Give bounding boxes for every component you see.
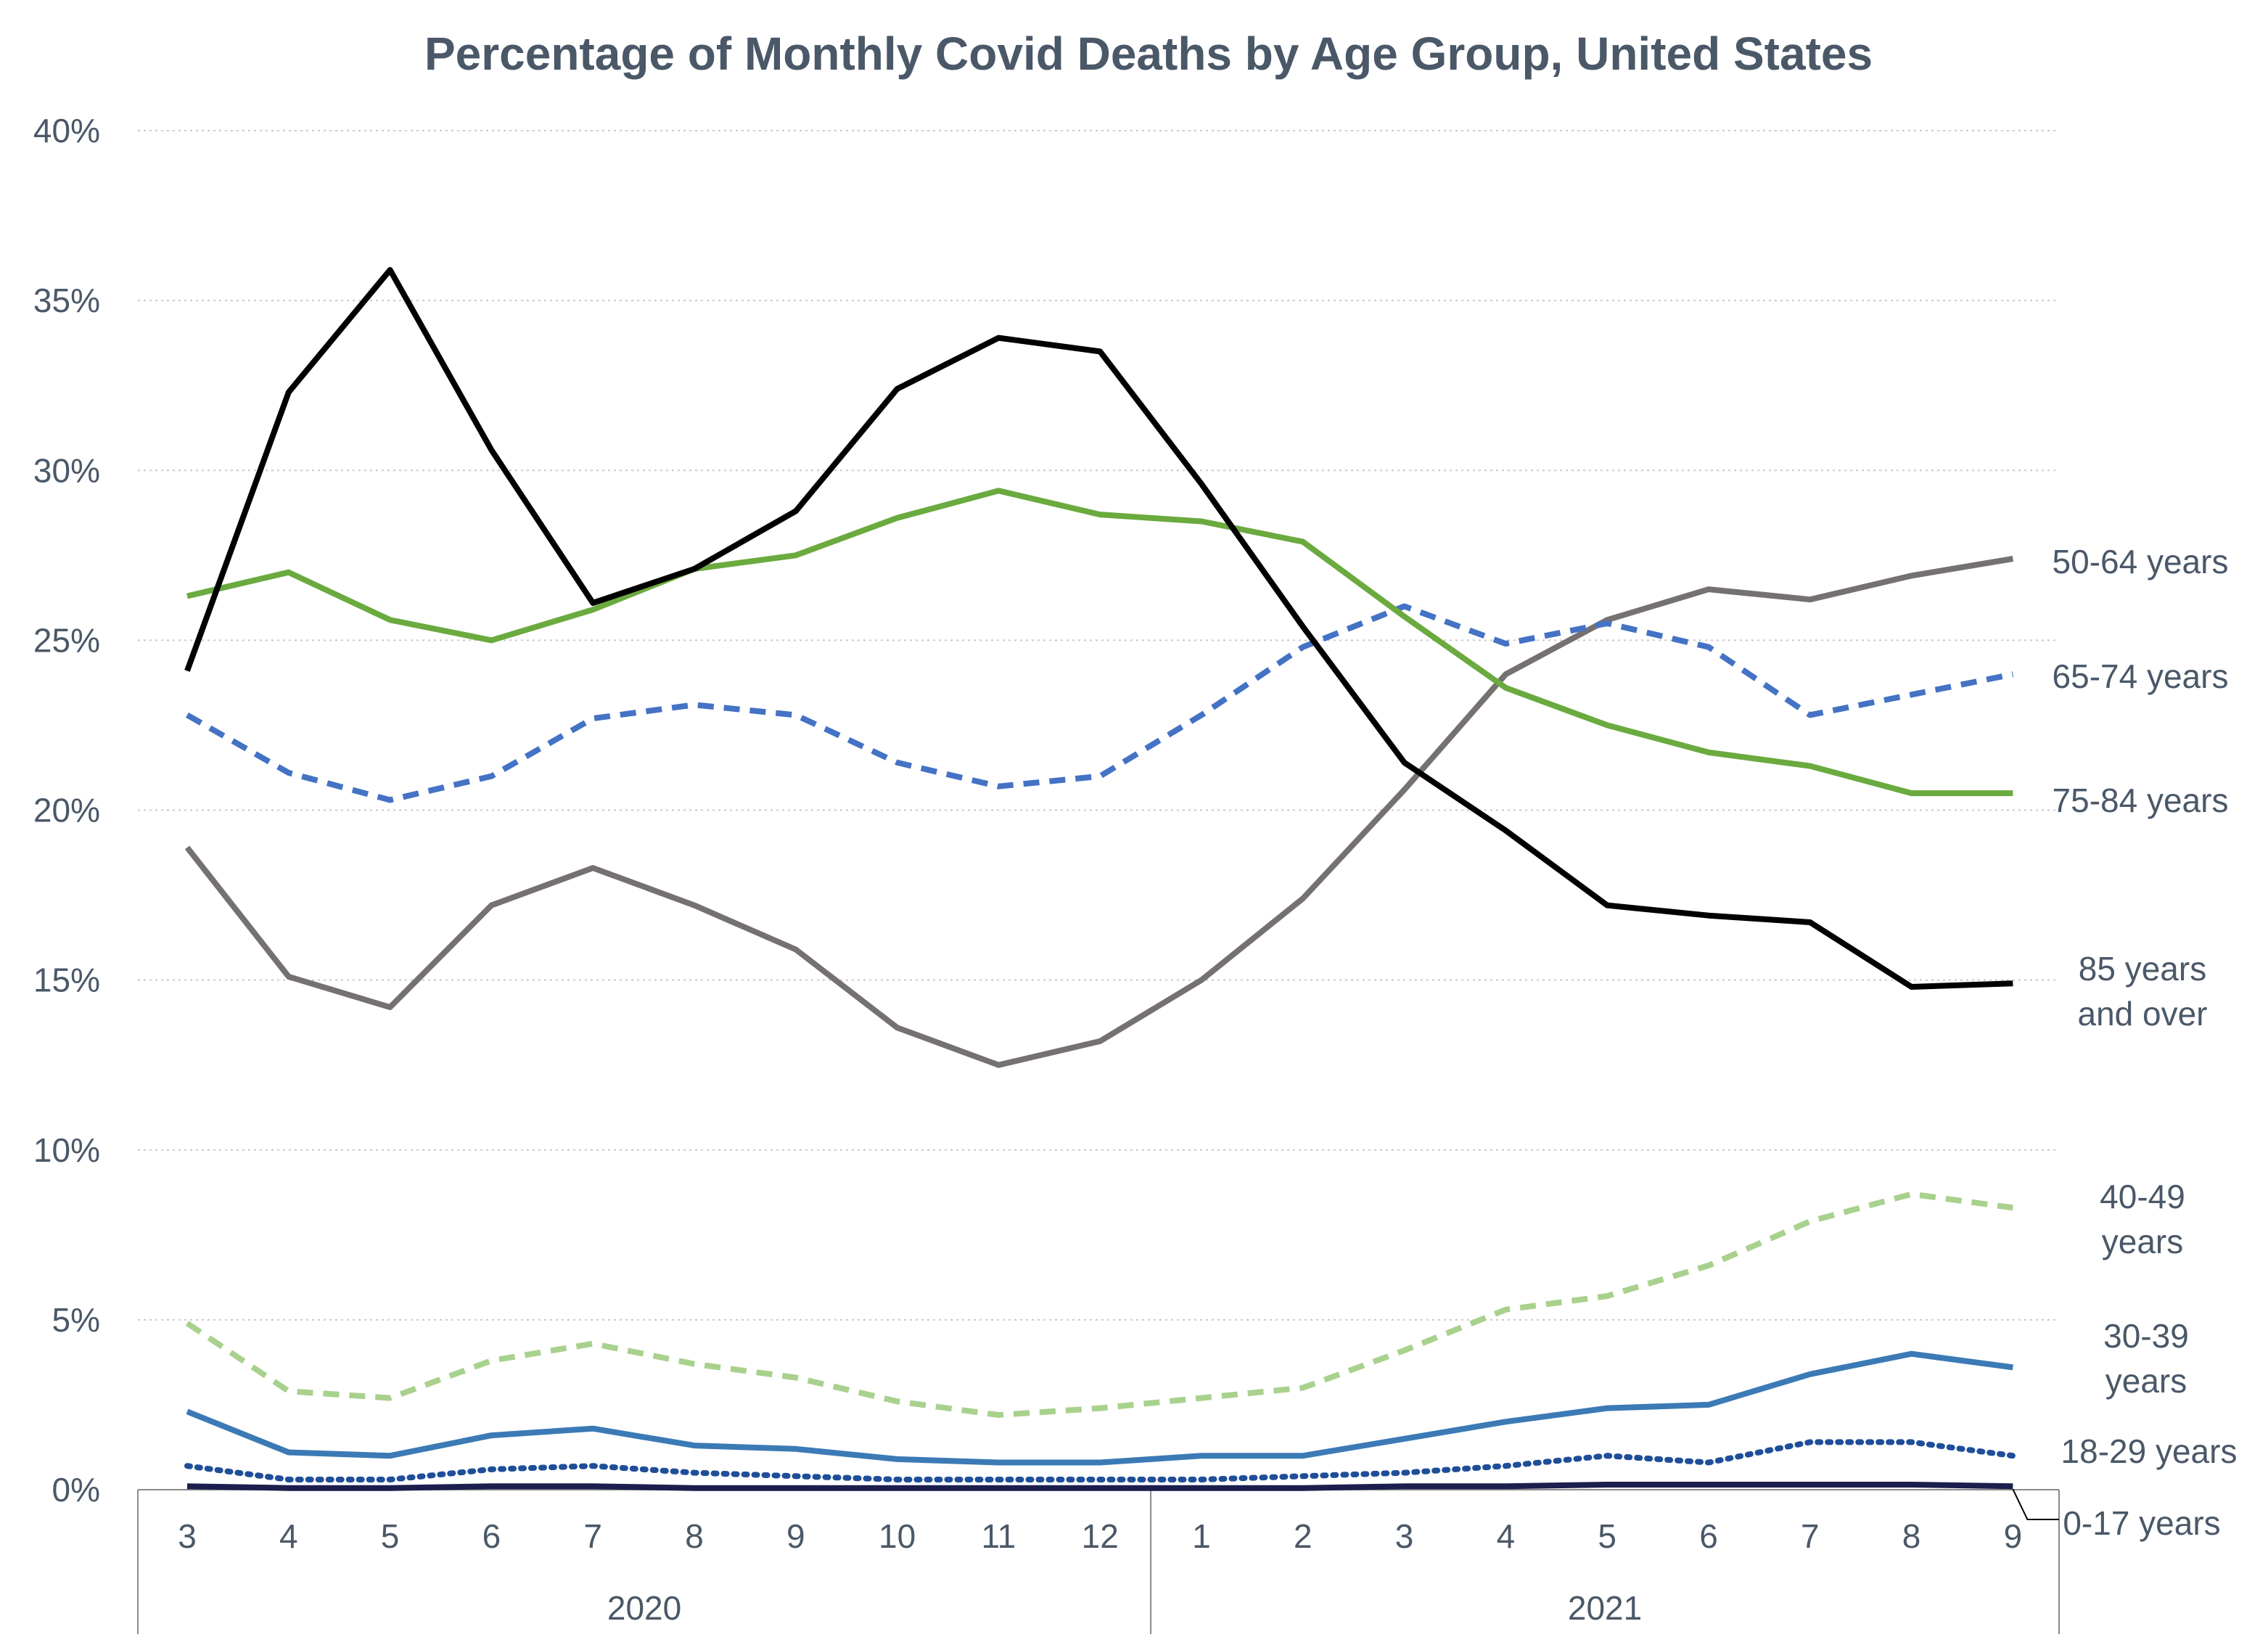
- series-label-85-years-and-over: 85 years and over: [2077, 950, 2207, 1033]
- series-line-30-39-years: [186, 1350, 2013, 1466]
- y-tick-label: 20%: [33, 792, 100, 829]
- y-tick-label: 30%: [33, 451, 100, 489]
- leader-line-0-17: [2012, 1488, 2059, 1520]
- x-tick-label: 4: [1497, 1517, 1516, 1555]
- series-label-0-17-years: 0-17 years: [2063, 1504, 2220, 1542]
- y-tick-label: 10%: [33, 1131, 100, 1169]
- x-tick-label: 7: [1801, 1517, 1820, 1555]
- x-tick-label: 8: [685, 1517, 704, 1555]
- series-label-line: years: [2102, 1223, 2183, 1260]
- y-tick-label: 5%: [52, 1301, 100, 1339]
- x-tick-label: 3: [178, 1517, 197, 1555]
- x-tick-label: 11: [982, 1517, 1016, 1555]
- series-label-line: 50-64 years: [2053, 543, 2229, 581]
- x-tick-label: 8: [1902, 1517, 1921, 1555]
- x-tick-label: 4: [279, 1517, 298, 1555]
- series-label-65-74-years: 65-74 years: [2053, 657, 2229, 695]
- series-label-line: 40-49: [2100, 1178, 2185, 1215]
- y-tick-label: 35%: [33, 282, 100, 319]
- x-tick-label: 5: [1598, 1517, 1616, 1555]
- x-tick-label: 3: [1395, 1517, 1414, 1555]
- y-tick-label: 25%: [33, 621, 100, 659]
- series-line-65-74-years: [186, 603, 2014, 803]
- series-label-line: years: [2105, 1362, 2187, 1400]
- x-tick-label: 1: [1192, 1517, 1211, 1555]
- x-tick-label: 9: [786, 1517, 805, 1555]
- series-label-75-84-years: 75-84 years: [2053, 782, 2229, 819]
- series-label-line: 65-74 years: [2053, 657, 2229, 695]
- series-line-40-49-years: [185, 1191, 2013, 1418]
- axis-layer: 0%5%10%15%20%25%30%35%40%3 4 5 6 7 8 9 10 11 12 1 2…: [33, 112, 2060, 1634]
- series-line-18-29-years: [184, 1439, 2016, 1482]
- series-label-30-39-years: 30-39 years: [2103, 1317, 2189, 1400]
- grid-layer: [138, 130, 2059, 1321]
- series-label-40-49-years: 40-49 years: [2100, 1178, 2185, 1260]
- y-tick-label: 15%: [33, 961, 100, 999]
- y-tick-label: 40%: [33, 112, 100, 149]
- x-tick-label: 2: [1294, 1517, 1312, 1555]
- chart-title: Percentage of Monthly Covid Deaths by Ag…: [424, 28, 1873, 80]
- series-label-line: 75-84 years: [2053, 782, 2229, 819]
- series-line-85-years-and-over: [184, 267, 2013, 990]
- x-tick-label: 6: [482, 1517, 501, 1555]
- series-label-50-64-years: 50-64 years: [2053, 543, 2229, 581]
- label-layer: 85 years and over 75-84 years 65-74 years 50…: [2012, 543, 2238, 1542]
- x-tick-label: 5: [381, 1517, 400, 1555]
- series-label-18-29-years: 18-29 years: [2061, 1432, 2238, 1470]
- year-label: 2021: [1568, 1589, 1642, 1627]
- series-label-line: 85 years: [2079, 950, 2206, 988]
- x-tick-label: 6: [1699, 1517, 1718, 1555]
- x-tick-label: 10: [879, 1517, 916, 1555]
- series-label-line: and over: [2077, 995, 2207, 1033]
- series-line-75-84-years: [186, 488, 2013, 797]
- x-tick-label: 12: [1082, 1517, 1119, 1555]
- series-label-line: 18-29 years: [2061, 1432, 2238, 1470]
- series-line-0-17-years: [186, 1482, 2013, 1491]
- y-tick-label: 0%: [52, 1471, 100, 1509]
- series-line-50-64-years: [184, 556, 2014, 1068]
- series-label-line: 0-17 years: [2063, 1504, 2220, 1542]
- x-tick-label: 9: [2004, 1517, 2023, 1555]
- x-tick-label: 7: [583, 1517, 602, 1555]
- series-layer: [184, 267, 2016, 1491]
- series-label-line: 30-39: [2103, 1317, 2189, 1355]
- year-label: 2020: [607, 1589, 681, 1627]
